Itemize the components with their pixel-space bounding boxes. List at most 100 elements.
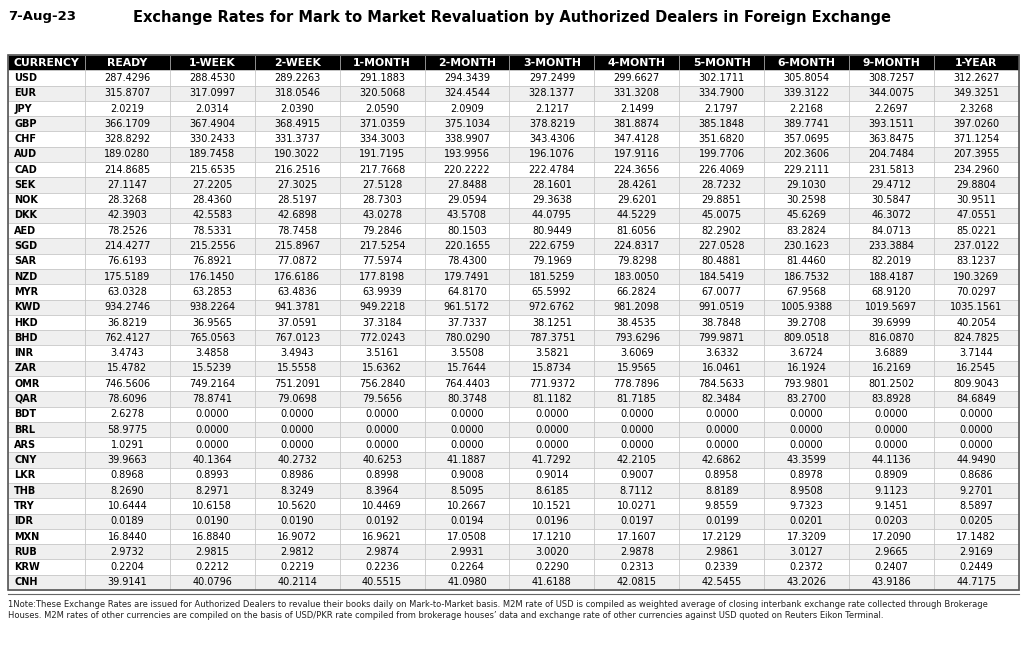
Bar [340, 223, 425, 238]
Bar [764, 391, 849, 406]
Bar [255, 361, 340, 376]
Text: 28.5197: 28.5197 [278, 195, 317, 205]
Bar [85, 514, 170, 529]
Text: 289.2263: 289.2263 [274, 73, 321, 83]
Text: 3.7144: 3.7144 [959, 348, 993, 358]
Text: 9.1451: 9.1451 [874, 501, 908, 511]
Text: 765.0563: 765.0563 [189, 333, 236, 343]
Text: 2.0219: 2.0219 [111, 104, 144, 113]
Text: 40.2114: 40.2114 [278, 577, 317, 587]
Text: 824.7825: 824.7825 [953, 333, 999, 343]
Text: 175.5189: 175.5189 [104, 272, 151, 282]
Text: 9.1123: 9.1123 [874, 485, 908, 496]
Text: 334.3003: 334.3003 [359, 134, 406, 144]
Text: 0.0000: 0.0000 [874, 424, 908, 435]
Bar [425, 86, 510, 101]
Bar [85, 452, 170, 468]
Bar [849, 162, 934, 178]
Text: 224.3656: 224.3656 [613, 165, 659, 175]
Bar [764, 468, 849, 483]
Bar [594, 544, 679, 559]
Bar [510, 559, 594, 575]
Text: 324.4544: 324.4544 [444, 88, 490, 98]
Text: 9-MONTH: 9-MONTH [862, 58, 921, 67]
Text: 0.0000: 0.0000 [196, 440, 229, 450]
Bar [679, 544, 764, 559]
Bar [849, 208, 934, 223]
Bar [340, 361, 425, 376]
Bar [425, 422, 510, 437]
Text: 3.4858: 3.4858 [196, 348, 229, 358]
Text: USD: USD [14, 73, 37, 83]
Text: 9.2701: 9.2701 [959, 485, 993, 496]
Bar [934, 208, 1019, 223]
Bar [594, 361, 679, 376]
Text: 82.2902: 82.2902 [701, 226, 741, 236]
Bar [849, 376, 934, 391]
Bar [170, 529, 255, 544]
Bar [594, 376, 679, 391]
Text: 381.8874: 381.8874 [613, 119, 659, 129]
Bar [85, 178, 170, 192]
Bar [340, 132, 425, 146]
Bar [934, 238, 1019, 254]
Text: 78.5331: 78.5331 [193, 226, 232, 236]
Bar [425, 376, 510, 391]
Text: 68.9120: 68.9120 [871, 287, 911, 297]
Bar [8, 376, 85, 391]
Text: 42.0815: 42.0815 [616, 577, 656, 587]
Bar [764, 162, 849, 178]
Text: 38.1251: 38.1251 [531, 318, 571, 327]
Text: 357.0695: 357.0695 [783, 134, 829, 144]
Text: 0.0000: 0.0000 [366, 424, 399, 435]
Bar [255, 559, 340, 575]
Bar [255, 422, 340, 437]
Text: 0.0000: 0.0000 [790, 410, 823, 419]
Bar [340, 269, 425, 284]
Text: 0.0000: 0.0000 [790, 440, 823, 450]
Bar [594, 238, 679, 254]
Bar [594, 101, 679, 116]
Text: 1035.1561: 1035.1561 [950, 302, 1002, 312]
Bar [340, 452, 425, 468]
Bar [679, 223, 764, 238]
Text: 8.3964: 8.3964 [366, 485, 399, 496]
Bar [255, 208, 340, 223]
Text: 217.7668: 217.7668 [359, 165, 406, 175]
Bar [934, 483, 1019, 498]
Bar [849, 146, 934, 162]
Text: 38.4535: 38.4535 [616, 318, 656, 327]
Bar [849, 254, 934, 269]
Bar [425, 452, 510, 468]
Text: 2.9665: 2.9665 [874, 547, 908, 557]
Text: 0.0190: 0.0190 [196, 516, 229, 526]
Text: 176.6186: 176.6186 [274, 272, 321, 282]
Bar [170, 452, 255, 468]
Text: 0.0000: 0.0000 [281, 440, 314, 450]
Text: 16.2545: 16.2545 [956, 364, 996, 373]
Text: 0.0000: 0.0000 [959, 410, 993, 419]
Text: 214.4277: 214.4277 [104, 241, 151, 251]
Bar [764, 116, 849, 132]
Text: 177.8198: 177.8198 [359, 272, 406, 282]
Bar [934, 330, 1019, 345]
Text: 27.2205: 27.2205 [193, 180, 232, 190]
Bar [849, 483, 934, 498]
Bar [85, 437, 170, 452]
Bar [340, 498, 425, 514]
Bar [8, 284, 85, 299]
Text: 16.9072: 16.9072 [278, 531, 317, 542]
Bar [594, 437, 679, 452]
Bar [934, 498, 1019, 514]
Bar [255, 514, 340, 529]
Text: 331.3737: 331.3737 [274, 134, 321, 144]
Text: 0.0199: 0.0199 [705, 516, 738, 526]
Bar [170, 437, 255, 452]
Text: 78.4300: 78.4300 [447, 257, 487, 266]
Bar [170, 192, 255, 208]
Text: BRL: BRL [14, 424, 36, 435]
Bar [934, 86, 1019, 101]
Bar [764, 452, 849, 468]
Bar [170, 238, 255, 254]
Text: 0.2204: 0.2204 [111, 562, 144, 572]
